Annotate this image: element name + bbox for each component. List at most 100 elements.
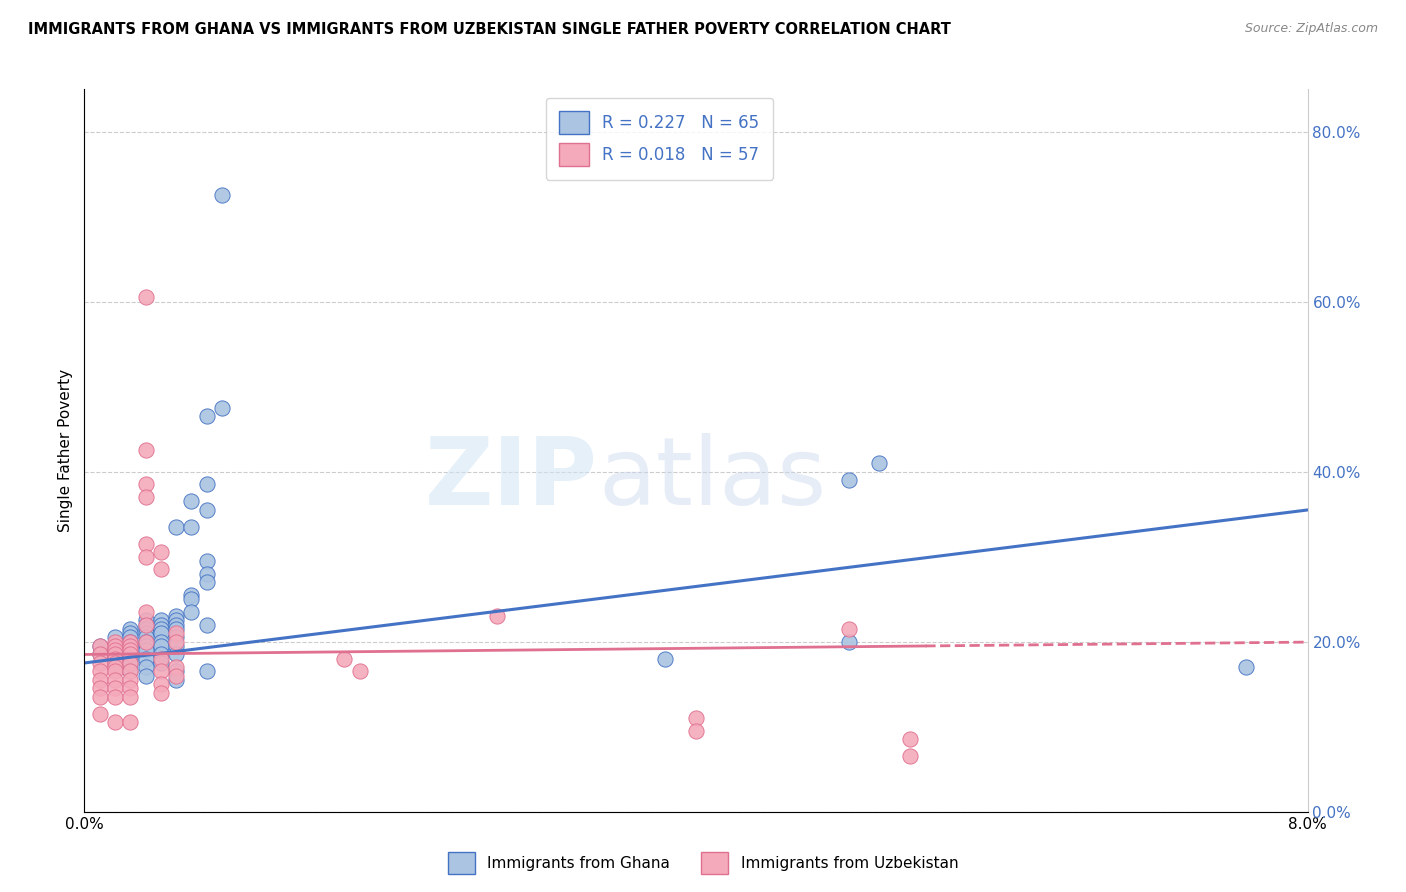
Point bbox=[195, 554, 218, 568]
Point bbox=[165, 634, 187, 648]
Point bbox=[135, 617, 157, 632]
Point bbox=[135, 660, 157, 674]
Point bbox=[838, 622, 860, 636]
Point bbox=[135, 643, 157, 657]
Point bbox=[135, 443, 157, 458]
Point bbox=[120, 643, 142, 657]
Point bbox=[89, 690, 111, 704]
Point bbox=[104, 656, 127, 670]
Point bbox=[838, 473, 860, 487]
Point bbox=[135, 490, 157, 504]
Point bbox=[104, 648, 127, 662]
Point bbox=[120, 639, 142, 653]
Point bbox=[149, 665, 172, 679]
Point bbox=[89, 648, 111, 662]
Point bbox=[104, 639, 127, 653]
Point bbox=[120, 651, 142, 665]
Point bbox=[654, 651, 676, 665]
Point bbox=[135, 290, 157, 304]
Point bbox=[135, 622, 157, 636]
Point bbox=[195, 665, 218, 679]
Point bbox=[180, 494, 202, 508]
Point bbox=[120, 639, 142, 653]
Point bbox=[349, 665, 371, 679]
Point bbox=[135, 639, 157, 653]
Point bbox=[165, 631, 187, 645]
Point bbox=[104, 639, 127, 653]
Point bbox=[149, 614, 172, 628]
Point bbox=[120, 665, 142, 679]
Point bbox=[149, 686, 172, 700]
Point bbox=[180, 520, 202, 534]
Point bbox=[165, 673, 187, 687]
Point bbox=[135, 631, 157, 645]
Point bbox=[180, 588, 202, 602]
Point bbox=[89, 706, 111, 721]
Point bbox=[685, 723, 707, 738]
Point bbox=[486, 609, 509, 624]
Point bbox=[120, 631, 142, 645]
Point bbox=[135, 634, 157, 648]
Point bbox=[135, 605, 157, 619]
Point bbox=[104, 651, 127, 665]
Point bbox=[165, 669, 187, 683]
Point bbox=[195, 477, 218, 491]
Text: Source: ZipAtlas.com: Source: ZipAtlas.com bbox=[1244, 22, 1378, 36]
Point bbox=[104, 690, 127, 704]
Point bbox=[135, 626, 157, 640]
Point bbox=[120, 634, 142, 648]
Point bbox=[165, 622, 187, 636]
Point bbox=[869, 456, 891, 470]
Point bbox=[120, 715, 142, 730]
Point bbox=[898, 749, 921, 764]
Point bbox=[149, 677, 172, 691]
Point bbox=[1236, 660, 1258, 674]
Point bbox=[180, 605, 202, 619]
Point bbox=[89, 648, 111, 662]
Point bbox=[89, 673, 111, 687]
Point bbox=[149, 562, 172, 576]
Point bbox=[165, 660, 187, 674]
Point bbox=[104, 648, 127, 662]
Point bbox=[211, 188, 233, 202]
Point bbox=[135, 537, 157, 551]
Point bbox=[120, 648, 142, 662]
Point bbox=[120, 634, 142, 648]
Point bbox=[120, 643, 142, 657]
Point bbox=[104, 681, 127, 696]
Point bbox=[898, 732, 921, 747]
Legend: R = 0.227   N = 65, R = 0.018   N = 57: R = 0.227 N = 65, R = 0.018 N = 57 bbox=[546, 97, 773, 179]
Point bbox=[104, 673, 127, 687]
Text: ZIP: ZIP bbox=[425, 434, 598, 525]
Point bbox=[135, 617, 157, 632]
Point bbox=[165, 520, 187, 534]
Point bbox=[195, 503, 218, 517]
Point bbox=[149, 656, 172, 670]
Point bbox=[120, 656, 142, 670]
Point bbox=[104, 715, 127, 730]
Point bbox=[120, 648, 142, 662]
Point bbox=[120, 673, 142, 687]
Point bbox=[838, 634, 860, 648]
Point bbox=[685, 711, 707, 725]
Point bbox=[89, 665, 111, 679]
Point bbox=[165, 609, 187, 624]
Point bbox=[195, 566, 218, 581]
Point bbox=[149, 626, 172, 640]
Legend: Immigrants from Ghana, Immigrants from Uzbekistan: Immigrants from Ghana, Immigrants from U… bbox=[441, 846, 965, 880]
Y-axis label: Single Father Poverty: Single Father Poverty bbox=[58, 369, 73, 532]
Point bbox=[120, 656, 142, 670]
Point bbox=[120, 665, 142, 679]
Point bbox=[89, 639, 111, 653]
Point bbox=[149, 651, 172, 665]
Point bbox=[149, 617, 172, 632]
Point bbox=[104, 665, 127, 679]
Point bbox=[104, 660, 127, 674]
Point bbox=[333, 651, 356, 665]
Point bbox=[195, 617, 218, 632]
Point bbox=[149, 639, 172, 653]
Point bbox=[120, 626, 142, 640]
Point bbox=[104, 634, 127, 648]
Point bbox=[165, 648, 187, 662]
Point bbox=[135, 669, 157, 683]
